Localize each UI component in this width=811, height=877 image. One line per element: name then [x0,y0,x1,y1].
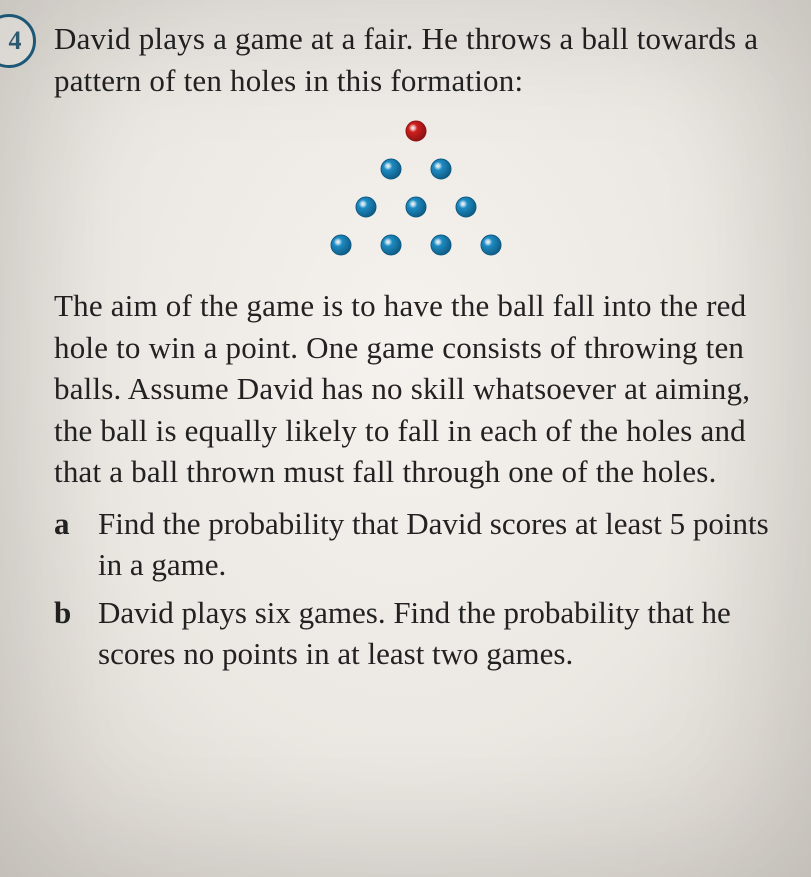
intro-paragraph: David plays a game at a fair. He throws … [54,18,777,101]
subpart-b-label: b [54,592,98,634]
subpart-b: b David plays six games. Find the probab… [54,592,777,675]
subparts-list: a Find the probability that David scores… [54,503,777,675]
holes-diagram [54,111,777,271]
aim-paragraph: The aim of the game is to have the ball … [54,285,777,493]
blue-hole-icon [381,159,401,179]
subpart-a: a Find the probability that David scores… [54,503,777,586]
question-number-badge: 4 [0,14,36,68]
blue-hole-icon [431,235,451,255]
blue-hole-icon [406,197,426,217]
question-number: 4 [9,26,22,56]
red-hole-icon [406,121,426,141]
blue-hole-icon [331,235,351,255]
holes-svg [286,111,546,271]
blue-hole-icon [431,159,451,179]
blue-hole-icon [456,197,476,217]
subpart-b-text: David plays six games. Find the probabil… [98,592,777,675]
subpart-a-text: Find the probability that David scores a… [98,503,777,586]
subpart-a-label: a [54,503,98,545]
blue-hole-icon [381,235,401,255]
blue-hole-icon [356,197,376,217]
blue-hole-icon [481,235,501,255]
